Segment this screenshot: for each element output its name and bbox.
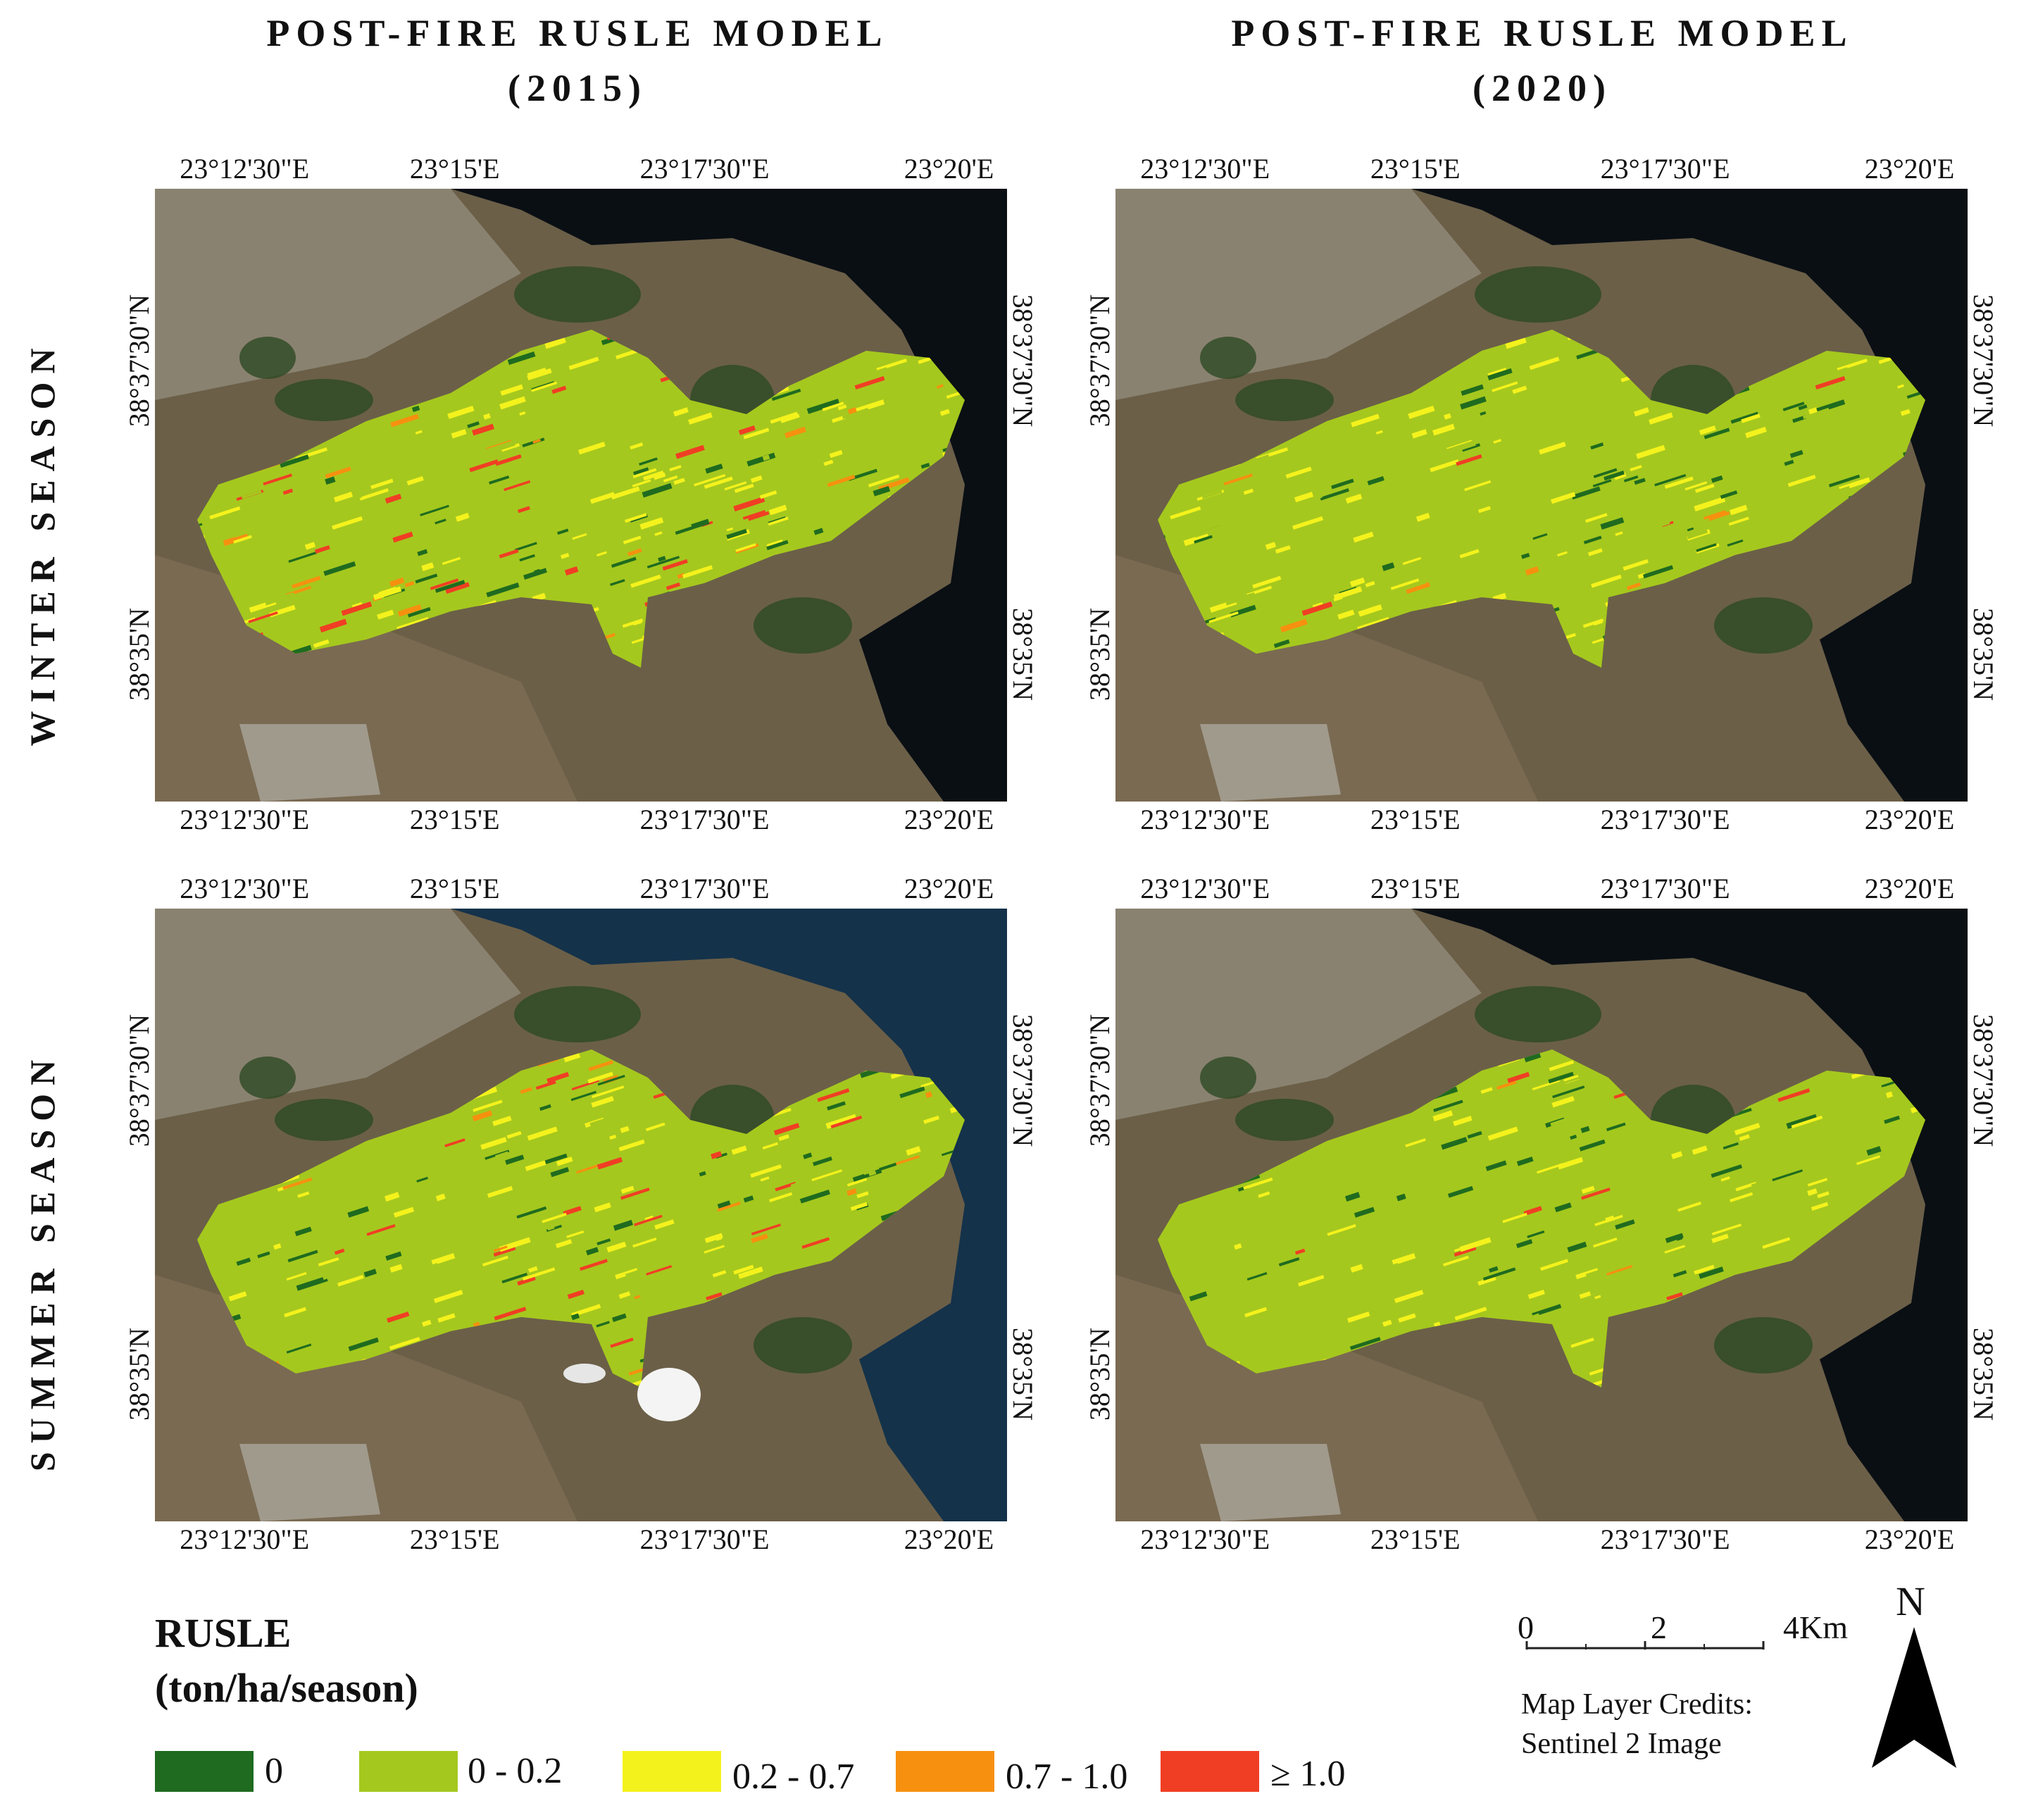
scale-label-2: 2 [1651, 1609, 1667, 1645]
longitude-label-bottom: 23°17'30"E [639, 804, 770, 835]
legend-swatch-3 [896, 1751, 994, 1792]
legend-swatch-2 [623, 1751, 721, 1792]
latitude-label-right: 38°35'N [1007, 608, 1039, 702]
longitude-label-bottom: 23°15'E [1370, 804, 1461, 835]
scale-bar-line [1525, 1641, 1765, 1650]
latitude-label-right: 38°37'30"N [1968, 294, 1999, 427]
longitude-label-top: 23°20'E [904, 873, 994, 904]
scale-bar [1525, 1612, 1765, 1654]
longitude-label-bottom: 23°15'E [409, 1523, 500, 1555]
latitude-label-right: 38°37'30"N [1007, 294, 1039, 427]
longitude-label-bottom: 23°12'30"E [180, 804, 310, 835]
scale-label-4km: 4Km [1783, 1609, 1848, 1645]
legend-label-3: 0.7 - 1.0 [1006, 1757, 1128, 1797]
row-title-winter: WINTER SEASON [23, 339, 62, 747]
longitude-label-top: 23°17'30"E [1600, 873, 1730, 904]
longitude-label-top: 23°15'E [1370, 153, 1461, 185]
longitude-label-top: 23°12'30"E [180, 873, 310, 904]
latitude-label-left: 38°35'N [1084, 608, 1115, 702]
longitude-label-top: 23°15'E [1370, 873, 1461, 904]
longitude-label-bottom: 23°15'E [409, 804, 500, 835]
legend-label-1: 0 - 0.2 [468, 1751, 563, 1791]
legend-label-4: ≥ 1.0 [1270, 1754, 1346, 1794]
legend-label-0: 0 [265, 1751, 283, 1791]
longitude-label-top: 23°15'E [409, 153, 500, 185]
latitude-label-right: 38°37'30"N [1007, 1014, 1039, 1147]
latitude-label-left: 38°37'30"N [1084, 1014, 1115, 1147]
map-panel-summer-2015 [155, 909, 1007, 1521]
longitude-label-bottom: 23°17'30"E [1600, 1523, 1730, 1555]
map-panel-winter-2020 [1115, 189, 1968, 802]
longitude-label-top: 23°17'30"E [639, 873, 770, 904]
longitude-label-bottom: 23°15'E [1370, 1523, 1461, 1555]
longitude-label-bottom: 23°20'E [904, 804, 994, 835]
north-arrow-icon [1872, 1627, 1956, 1768]
latitude-label-left: 38°37'30"N [1084, 294, 1115, 427]
latitude-label-right: 38°35'N [1968, 608, 1999, 702]
longitude-label-top: 23°12'30"E [180, 153, 310, 185]
map-panel-winter-2015 [155, 189, 1007, 802]
longitude-label-bottom: 23°20'E [904, 1523, 994, 1555]
latitude-label-left: 38°35'N [123, 608, 155, 702]
longitude-label-bottom: 23°12'30"E [1140, 804, 1270, 835]
legend-swatch-0 [155, 1751, 254, 1792]
latitude-label-left: 38°37'30"N [123, 294, 155, 427]
column-title-2015: POST-FIRE RUSLE MODEL (2015) [266, 12, 889, 109]
longitude-label-top: 23°17'30"E [639, 153, 770, 185]
longitude-label-bottom: 23°17'30"E [1600, 804, 1730, 835]
latitude-label-left: 38°37'30"N [123, 1014, 155, 1147]
legend-swatch-1 [359, 1751, 458, 1792]
longitude-label-top: 23°17'30"E [1600, 153, 1730, 185]
longitude-label-bottom: 23°12'30"E [1140, 1523, 1270, 1555]
longitude-label-top: 23°12'30"E [1140, 873, 1270, 904]
longitude-label-top: 23°15'E [409, 873, 500, 904]
satellite-basemap [1115, 909, 1968, 1521]
longitude-label-top: 23°20'E [904, 153, 994, 185]
latitude-label-right: 38°35'N [1007, 1328, 1039, 1421]
column-title-2020: POST-FIRE RUSLE MODEL (2020) [1231, 12, 1854, 109]
scale-label-0: 0 [1518, 1609, 1534, 1645]
longitude-label-bottom: 23°20'E [1864, 804, 1955, 835]
row-title-summer: SUMMER SEASON [23, 1051, 62, 1472]
longitude-label-top: 23°20'E [1864, 873, 1955, 904]
map-panel-summer-2020 [1115, 909, 1968, 1521]
map-credits: Map Layer Credits: Sentinel 2 Image [1521, 1688, 1753, 1760]
latitude-label-left: 38°35'N [1084, 1328, 1115, 1421]
longitude-label-top: 23°12'30"E [1140, 153, 1270, 185]
north-label: N [1896, 1578, 1925, 1624]
latitude-label-right: 38°37'30"N [1968, 1014, 1999, 1147]
satellite-basemap [155, 189, 1007, 802]
longitude-label-bottom: 23°12'30"E [180, 1523, 310, 1555]
north-arrow: N [1865, 1578, 1963, 1775]
satellite-basemap [155, 909, 1007, 1521]
latitude-label-right: 38°35'N [1968, 1328, 1999, 1421]
satellite-basemap [1115, 189, 1968, 802]
legend-swatch-4 [1161, 1751, 1259, 1792]
longitude-label-bottom: 23°20'E [1864, 1523, 1955, 1555]
longitude-label-bottom: 23°17'30"E [639, 1523, 770, 1555]
latitude-label-left: 38°35'N [123, 1328, 155, 1421]
longitude-label-top: 23°20'E [1864, 153, 1955, 185]
legend-title: RUSLE (ton/ha/season) [155, 1610, 418, 1711]
legend-label-2: 0.2 - 0.7 [732, 1757, 855, 1797]
